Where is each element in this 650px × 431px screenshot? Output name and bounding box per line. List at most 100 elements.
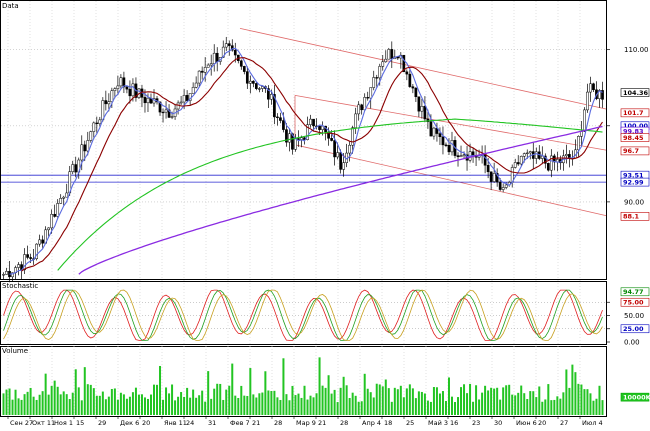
volume-bar (345, 385, 348, 415)
volume-bar (429, 401, 432, 415)
price-bar-body (402, 54, 406, 73)
volume-bar (201, 390, 204, 415)
price-bar-body (438, 133, 442, 138)
volume-bar (17, 398, 20, 415)
volume-bar (514, 395, 517, 415)
price-bar-body (387, 49, 391, 60)
volume-bar (195, 397, 198, 415)
volume-bar (414, 398, 417, 415)
volume-bar (571, 364, 574, 415)
price-bar-body (330, 138, 333, 141)
price-bar-body (62, 196, 66, 199)
volume-bar (282, 358, 285, 415)
volume-bar (149, 394, 152, 415)
price-bar-body (348, 144, 352, 154)
volume-bar (165, 387, 168, 415)
price-bar-body (459, 155, 463, 158)
volume-bar (59, 394, 62, 415)
volume-bar (396, 389, 399, 415)
volume-bar (387, 388, 390, 415)
volume-bar (153, 384, 156, 415)
price-bar-body (522, 153, 526, 157)
volume-bar (234, 395, 237, 415)
price-bar-body (164, 109, 168, 113)
volume-bar (447, 377, 450, 415)
volume-bar (378, 384, 381, 415)
price-bar-body (528, 151, 532, 154)
volume-bar (113, 388, 116, 415)
volume-bar (517, 392, 520, 415)
volume-bar (101, 391, 104, 415)
price-badge-label: 101.7 (623, 109, 644, 117)
price-bar-body (233, 49, 237, 56)
price-bar-body (161, 111, 165, 114)
volume-bar (562, 392, 565, 415)
price-badge-label: 93.51 (623, 171, 644, 179)
price-layer (1, 27, 607, 283)
price-bar-body (423, 106, 427, 120)
volume-bar (243, 395, 246, 415)
volume-bar (529, 391, 532, 415)
stochastic-layer (1, 289, 606, 341)
price-bar-body (107, 101, 111, 105)
price-bar-body (224, 43, 228, 48)
price-bar-body (98, 119, 102, 124)
volume-bar (140, 394, 143, 415)
volume-bar (538, 386, 541, 415)
price-bar-body (378, 66, 382, 79)
volume-bar (520, 385, 523, 415)
price-bar-body (516, 162, 520, 165)
volume-bar (32, 396, 35, 415)
volume-bar (463, 384, 466, 415)
volume-bar (162, 399, 165, 415)
stoch-badge (620, 324, 650, 334)
price-bar-body (492, 173, 496, 182)
price-bar-body (432, 127, 436, 137)
volume-bar (216, 383, 219, 415)
stochastic-panel[interactable] (0, 281, 607, 345)
volume-bar (369, 392, 372, 415)
stoch-slow-line (3, 289, 603, 341)
volume-bar (577, 383, 580, 415)
price-bar-body (540, 155, 544, 159)
price-bar-body (122, 77, 126, 88)
price-bar-body (429, 121, 433, 137)
date-label: Апр 4 (362, 419, 381, 427)
volume-bar (252, 394, 255, 415)
price-bar-body (146, 97, 150, 104)
channel-upper-line (239, 27, 607, 110)
volume-bar (246, 395, 249, 415)
stoch-tick-label: 0.00 (624, 339, 640, 347)
price-panel[interactable] (0, 0, 607, 280)
price-bar-body (170, 116, 174, 118)
volume-bar (119, 392, 122, 415)
volume-bar (20, 399, 23, 415)
price-bar-body (504, 184, 508, 188)
price-bar-body (309, 118, 312, 125)
price-bar-body (351, 127, 355, 146)
volume-bar (159, 365, 162, 415)
volume-bar (469, 383, 472, 415)
price-bar-body (258, 88, 261, 90)
price-bar-body (23, 254, 26, 271)
price-bar-body (333, 140, 336, 158)
price-bar-body (456, 155, 460, 158)
volume-bar (137, 394, 140, 415)
volume-bar (399, 385, 402, 415)
date-label: 30 (494, 419, 502, 427)
price-bar-body (417, 96, 421, 112)
date-label: Дек 6 (120, 419, 139, 427)
volume-bar (255, 397, 258, 415)
price-bar-body (65, 192, 69, 198)
volume-bar (29, 387, 32, 415)
volume-bar (125, 398, 128, 415)
price-bar-body (83, 144, 87, 152)
price-badge-label: 88.1 (623, 213, 640, 221)
price-bar-body (209, 63, 213, 66)
volume-bar (499, 399, 502, 415)
volume-bar (174, 400, 177, 415)
price-bar-body (276, 116, 279, 118)
price-bar-body (128, 88, 132, 97)
volume-bar (496, 387, 499, 415)
